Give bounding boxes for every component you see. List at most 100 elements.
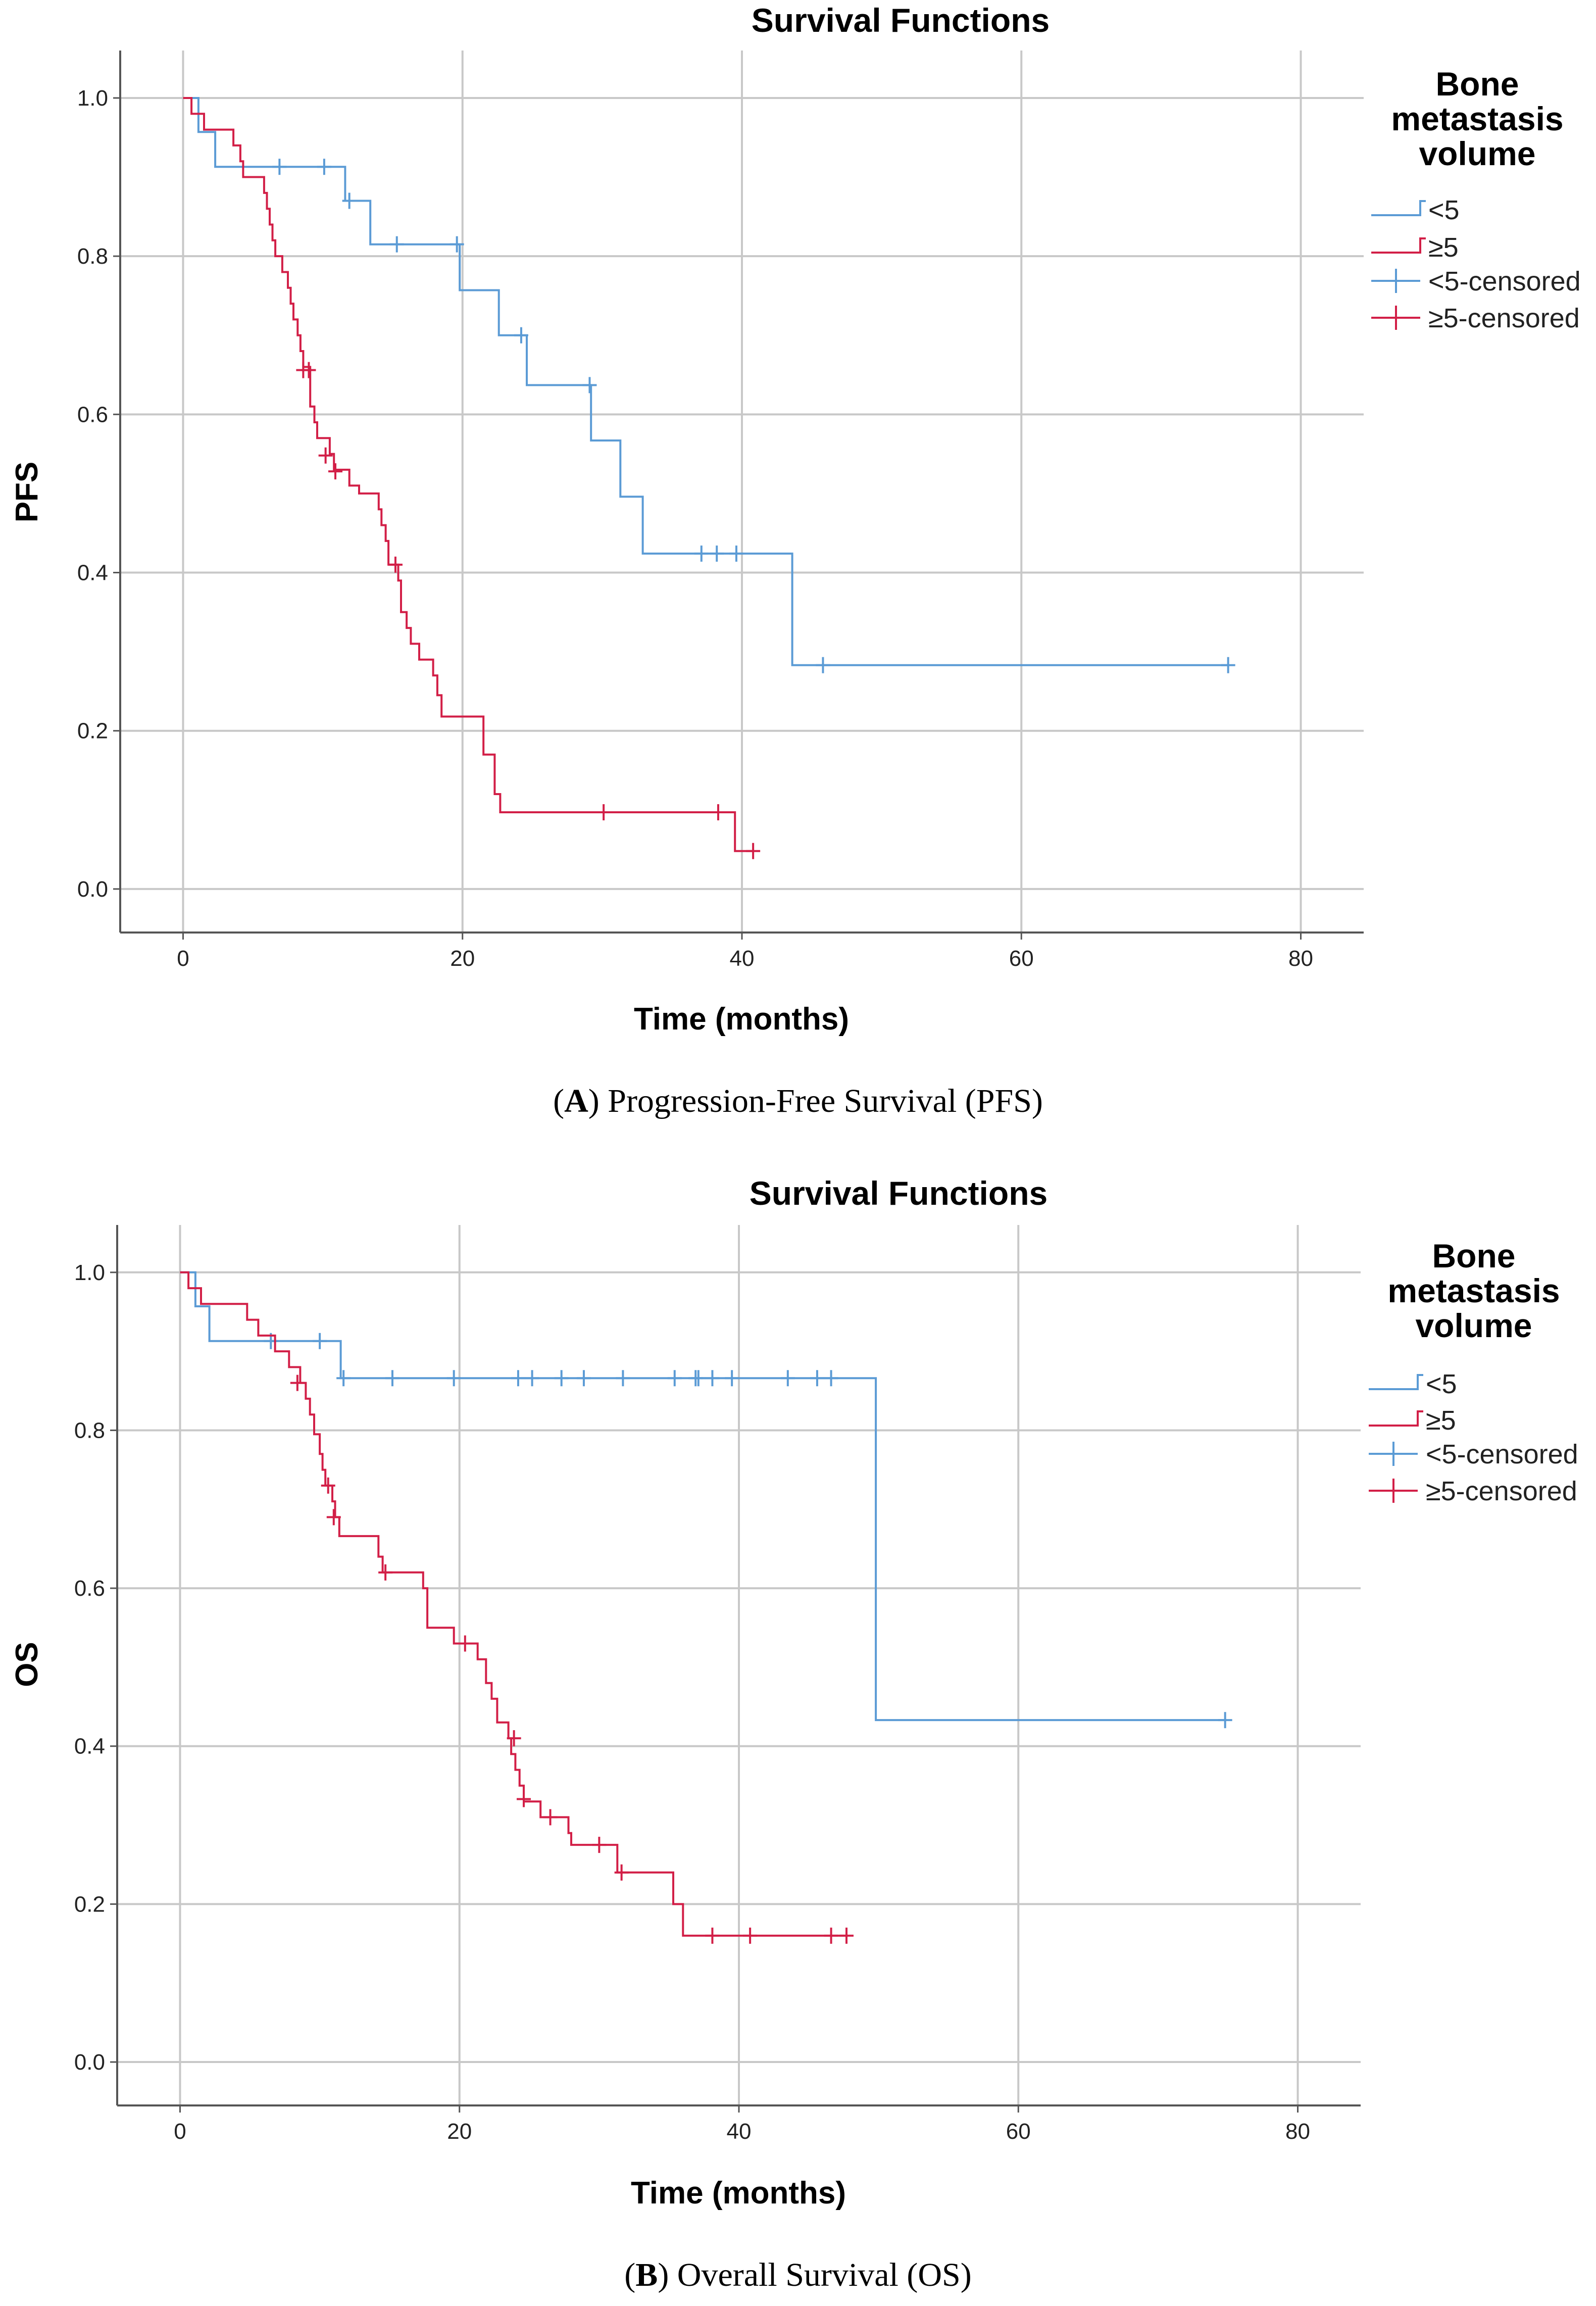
- panel-b-y-axis-title: OS: [10, 1642, 44, 1687]
- panel-a-caption-text: Progression-Free Survival (PFS): [608, 1083, 1043, 1119]
- censor-mark-lt5: [824, 1370, 838, 1387]
- censor-mark-lt5: [1218, 1712, 1232, 1729]
- censor-mark-lt5: [336, 1370, 351, 1387]
- panel-a-legend-title-line-2: metastasis: [1391, 100, 1563, 137]
- censor-mark-ge5: [839, 1927, 854, 1944]
- panel-b-legend-title-line-3: volume: [1415, 1307, 1532, 1344]
- panel-a-legend-title-line-3: volume: [1419, 135, 1535, 172]
- censor-mark-lt5: [576, 1370, 591, 1387]
- censor-mark-lt5: [725, 1370, 739, 1387]
- x-tick-label: 40: [730, 946, 755, 971]
- censor-mark-lt5: [667, 1370, 682, 1387]
- x-tick-label: 60: [1006, 2119, 1031, 2144]
- x-tick-label: 20: [447, 2119, 472, 2144]
- panel-a-legend-step-lt5-swatch: [1371, 200, 1426, 216]
- panel-b-legend-label-ge5-censored: ≥5-censored: [1426, 1476, 1577, 1506]
- censor-mark-lt5: [1221, 657, 1235, 673]
- censor-mark-ge5: [388, 556, 403, 573]
- x-tick-label: 20: [450, 946, 475, 971]
- censor-mark-lt5: [694, 545, 709, 562]
- censor-mark-lt5: [317, 159, 331, 175]
- censor-mark-lt5: [810, 1370, 824, 1387]
- censor-mark-lt5: [389, 236, 404, 253]
- survival-curve-ge5: [180, 1271, 848, 1937]
- panel-b-legend-label-ge5: ≥5: [1426, 1405, 1456, 1436]
- censor-mark-lt5: [582, 377, 597, 394]
- panel-a-legend: Bone metastasis volume <5 ≥5 <5-censored…: [1371, 65, 1581, 333]
- survival-curve-lt5: [183, 97, 1228, 666]
- survival-curve-lt5: [180, 1271, 1225, 1722]
- panel-b-os: Survival Functions 0 20 40 60 80 0.00.20.40.…: [10, 1174, 1578, 2293]
- censor-mark-lt5: [342, 192, 357, 209]
- censor-mark-lt5: [313, 1333, 327, 1349]
- y-tick-label: 1.0: [77, 86, 108, 111]
- panel-a-series: [183, 97, 1235, 859]
- panel-a-y-ticks: 0.0 0.2 0.4 0.6 0.8 1.0: [77, 86, 120, 902]
- y-tick-label: 0.4: [77, 561, 108, 585]
- censor-mark-ge5: [596, 804, 611, 820]
- censor-mark-lt5: [710, 545, 724, 562]
- panel-b-legend-title-line-2: metastasis: [1387, 1272, 1560, 1309]
- panel-a-legend-title-line-1: Bone: [1436, 65, 1519, 103]
- censor-mark-ge5: [321, 1477, 335, 1494]
- x-tick-label: 60: [1009, 946, 1034, 971]
- censor-mark-ge5: [458, 1635, 472, 1652]
- panel-b-grid: [117, 1225, 1361, 2105]
- censor-mark-lt5: [816, 657, 830, 673]
- x-tick-label: 80: [1285, 2119, 1310, 2144]
- x-tick-label: 0: [177, 946, 189, 971]
- y-tick-label: 0.8: [74, 1418, 105, 1443]
- y-tick-label: 0.4: [74, 1734, 105, 1759]
- y-tick-label: 0.6: [77, 402, 108, 427]
- panel-a-grid: [120, 51, 1364, 933]
- censor-mark-ge5: [326, 1509, 341, 1526]
- panel-a-legend-label-ge5: ≥5: [1428, 232, 1459, 263]
- censor-mark-ge5: [543, 1809, 558, 1826]
- censor-mark-lt5: [272, 159, 287, 175]
- censor-mark-ge5: [507, 1730, 521, 1747]
- y-tick-label: 0.6: [74, 1576, 105, 1601]
- censor-mark-lt5: [385, 1370, 400, 1387]
- panel-a-x-axis-title: Time (months): [634, 1002, 849, 1037]
- x-tick-label: 80: [1288, 946, 1313, 971]
- y-tick-label: 1.0: [74, 1260, 105, 1285]
- censor-mark-lt5: [525, 1370, 539, 1387]
- panel-b-legend-step-lt5-swatch: [1369, 1374, 1423, 1390]
- censor-mark-ge5: [290, 1375, 305, 1391]
- censor-mark-lt5: [729, 545, 743, 562]
- panel-a-legend-label-ge5-censored: ≥5-censored: [1428, 303, 1580, 333]
- censor-mark-ge5: [592, 1837, 607, 1853]
- panel-b-legend-step-ge5-swatch: [1369, 1410, 1423, 1427]
- y-tick-label: 0.8: [77, 244, 108, 269]
- censor-mark-lt5: [450, 236, 464, 253]
- censor-mark-lt5: [511, 1370, 525, 1387]
- censor-mark-lt5: [780, 1370, 795, 1387]
- panel-a-caption-letter: A: [564, 1083, 588, 1119]
- panel-a-pfs: Survival Functions 0 20 40 60 80 0.00.20.40.…: [10, 2, 1581, 1119]
- panel-a-legend-label-lt5: <5: [1428, 195, 1460, 225]
- panel-b-x-ticks: 0 20 40 60 80: [174, 2105, 1310, 2144]
- x-tick-label: 0: [174, 2119, 186, 2144]
- panel-a-x-ticks: 0 20 40 60 80: [177, 933, 1313, 971]
- censor-mark-lt5: [514, 327, 528, 344]
- panel-a-legend-step-ge5-swatch: [1371, 237, 1426, 254]
- censor-mark-lt5: [705, 1370, 720, 1387]
- y-tick-label: 0.2: [77, 719, 108, 744]
- censor-mark-ge5: [302, 362, 316, 378]
- panel-a-caption: (A) Progression-Free Survival (PFS): [553, 1083, 1043, 1119]
- censor-mark-lt5: [616, 1370, 630, 1387]
- panel-b-legend-label-lt5: <5: [1426, 1369, 1457, 1399]
- panel-b-y-ticks: 0.0 0.2 0.4 0.6 0.8 1.0: [74, 1260, 117, 2075]
- panel-a-legend-label-lt5-censored: <5-censored: [1428, 266, 1581, 297]
- censor-mark-ge5: [824, 1927, 838, 1944]
- y-tick-label: 0.2: [74, 1892, 105, 1917]
- panel-a-y-axis-title: PFS: [10, 462, 44, 523]
- x-tick-label: 40: [727, 2119, 752, 2144]
- panel-b-series: [180, 1271, 1232, 1944]
- censor-mark-ge5: [378, 1564, 393, 1581]
- panel-b-legend-title-line-1: Bone: [1432, 1237, 1516, 1274]
- panel-b-legend: Bone metastasis volume <5 ≥5 <5-censored…: [1369, 1237, 1578, 1506]
- panel-b-legend-label-lt5-censored: <5-censored: [1426, 1439, 1578, 1469]
- y-tick-label: 0.0: [77, 877, 108, 902]
